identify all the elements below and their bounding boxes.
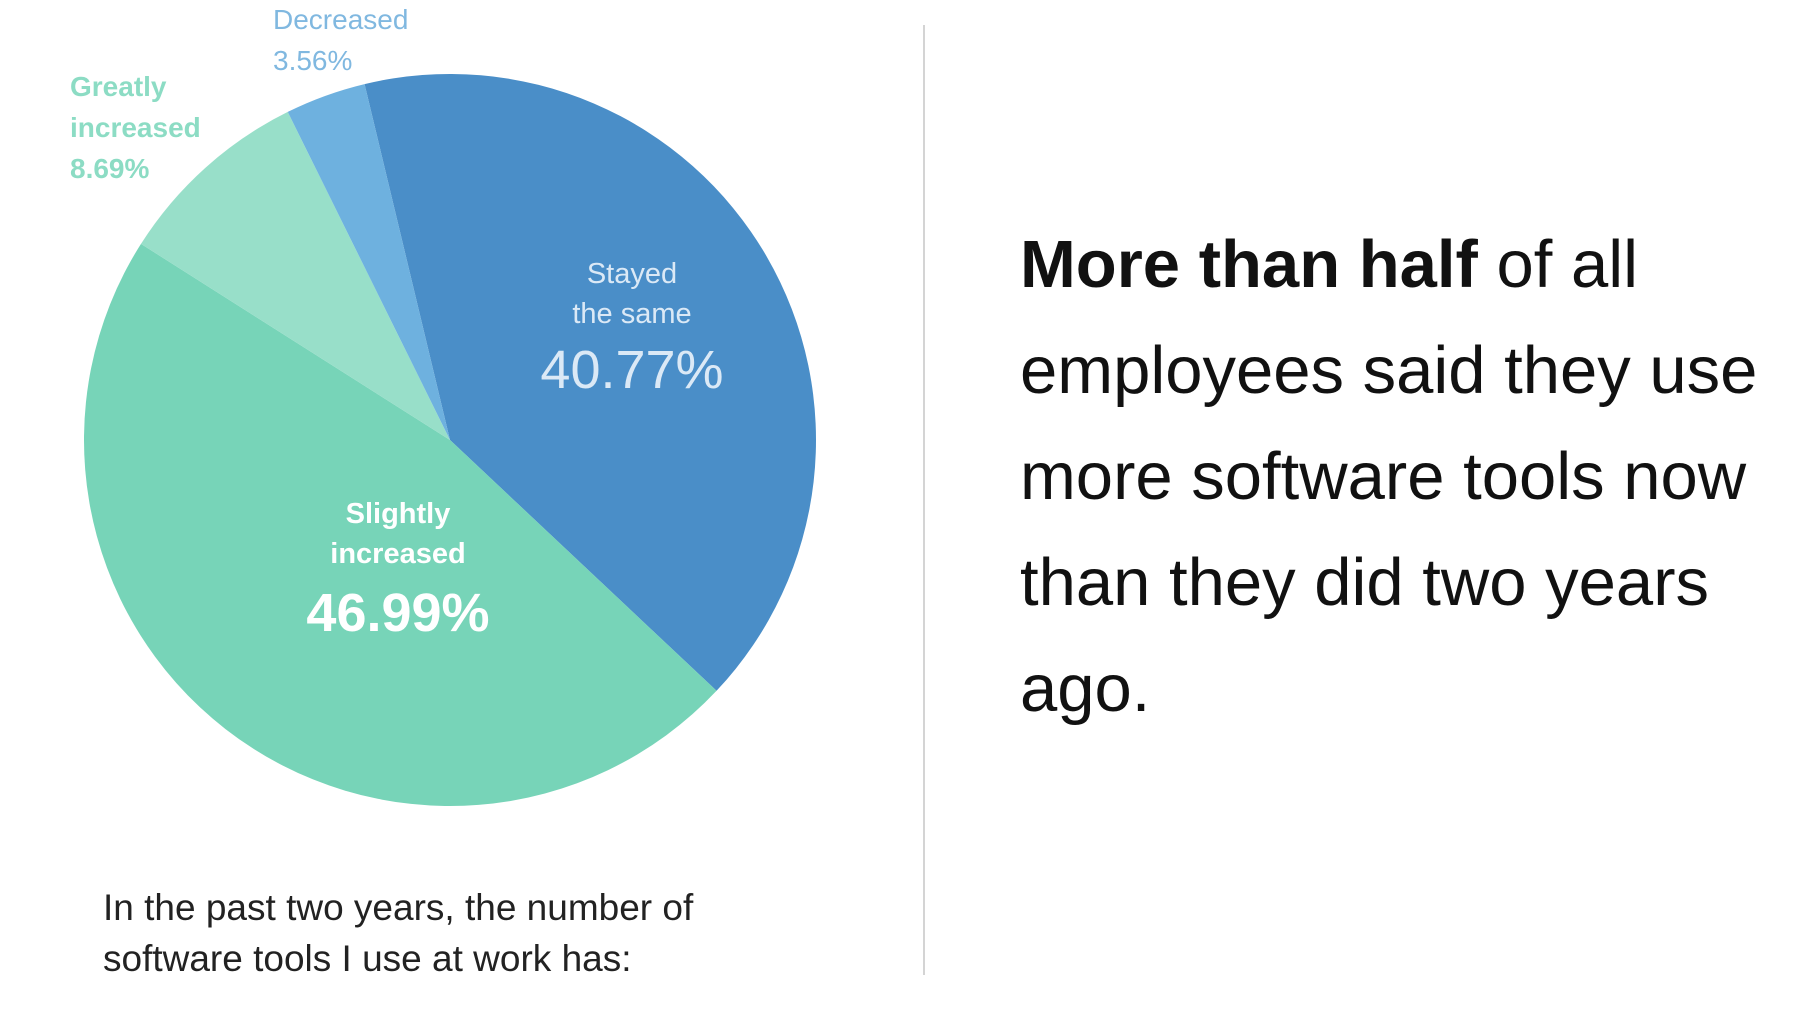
slice-value-label: 40.77%: [540, 340, 723, 400]
vertical-divider: [923, 25, 925, 975]
slice-label-line: Greatly: [70, 71, 167, 102]
slice-label-line: the same: [572, 298, 691, 330]
slice-label-line: Decreased: [273, 4, 408, 35]
slice-value-label: 8.69%: [70, 153, 149, 184]
caption-line-2: software tools I use at work has:: [103, 938, 632, 979]
pie-slices: [83, 73, 816, 807]
slice-label-line: Slightly: [346, 498, 451, 530]
pie-slice-greatly-increased: [140, 111, 451, 441]
slice-value-label: 3.56%: [273, 45, 352, 76]
slice-label-line: increased: [330, 538, 465, 570]
pie-slice-decreased: [287, 84, 450, 441]
headline-emphasis: More than half: [1020, 227, 1478, 302]
slice-label-line: increased: [70, 112, 201, 143]
headline-statement: More than half of all employees said the…: [1020, 212, 1780, 742]
pie-labels: Stayed the same 40.77% Slightly increased 46.…: [70, 4, 724, 643]
slice-value-label: 46.99%: [306, 583, 489, 643]
headline-text: of all employees said they use more soft…: [1020, 227, 1758, 726]
pie-chart: Stayed the same 40.77% Slightly increased 46.…: [70, 4, 816, 807]
slice-label-line: Stayed: [587, 258, 677, 290]
pie-slice-stayed-the-same: [364, 73, 816, 691]
caption-line-1: In the past two years, the number of: [103, 887, 694, 928]
chart-caption: In the past two years, the number of sof…: [103, 882, 823, 984]
pie-slice-slightly-increased: [83, 243, 717, 807]
